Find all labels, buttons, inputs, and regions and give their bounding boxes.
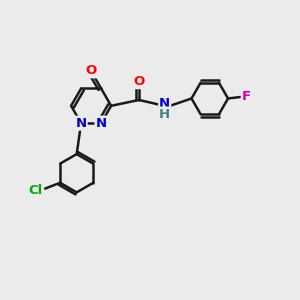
Text: N: N (159, 97, 170, 110)
Text: F: F (242, 91, 251, 103)
Text: H: H (159, 108, 170, 121)
Text: Cl: Cl (29, 184, 43, 197)
Text: O: O (85, 64, 96, 77)
Text: O: O (134, 75, 145, 88)
Text: N: N (96, 117, 107, 130)
Text: N: N (76, 117, 87, 130)
